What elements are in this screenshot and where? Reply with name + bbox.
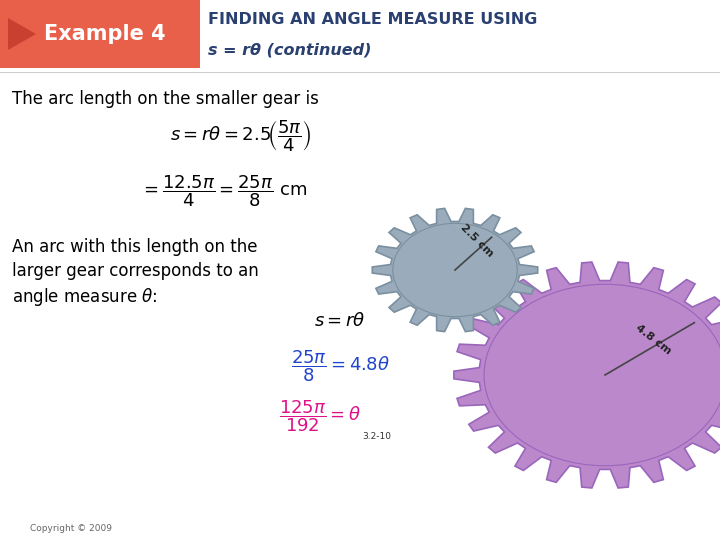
Text: $\dfrac{125\pi}{192} = \theta$: $\dfrac{125\pi}{192} = \theta$ (279, 398, 361, 434)
Text: $\dfrac{25\pi}{8} = 4.8\theta$: $\dfrac{25\pi}{8} = 4.8\theta$ (291, 348, 390, 383)
Text: 4.8 cm: 4.8 cm (634, 323, 673, 357)
Text: 3.2-10: 3.2-10 (362, 432, 391, 441)
Polygon shape (372, 208, 538, 332)
Circle shape (484, 284, 720, 465)
Text: The arc length on the smaller gear is: The arc length on the smaller gear is (12, 90, 319, 108)
Polygon shape (8, 18, 36, 50)
Text: An arc with this length on the: An arc with this length on the (12, 238, 258, 256)
Text: $s = r\theta$: $s = r\theta$ (314, 312, 366, 330)
Text: $s = r\theta = 2.5\!\left(\dfrac{5\pi}{4}\right)$: $s = r\theta = 2.5\!\left(\dfrac{5\pi}{4… (170, 118, 312, 154)
Text: Example 4: Example 4 (44, 24, 166, 44)
Text: $= \dfrac{12.5\pi}{4} = \dfrac{25\pi}{8}\ \mathrm{cm}$: $= \dfrac{12.5\pi}{4} = \dfrac{25\pi}{8}… (140, 173, 307, 208)
Text: angle measure $\theta$:: angle measure $\theta$: (12, 286, 158, 308)
Text: FINDING AN ANGLE MEASURE USING: FINDING AN ANGLE MEASURE USING (208, 12, 537, 28)
Text: larger gear corresponds to an: larger gear corresponds to an (12, 262, 258, 280)
Circle shape (393, 224, 517, 316)
Text: 2.5 cm: 2.5 cm (459, 222, 495, 259)
Text: s = rθ (continued): s = rθ (continued) (208, 43, 372, 57)
Polygon shape (454, 262, 720, 488)
FancyBboxPatch shape (0, 0, 200, 68)
Text: Copyright © 2009: Copyright © 2009 (30, 524, 112, 533)
